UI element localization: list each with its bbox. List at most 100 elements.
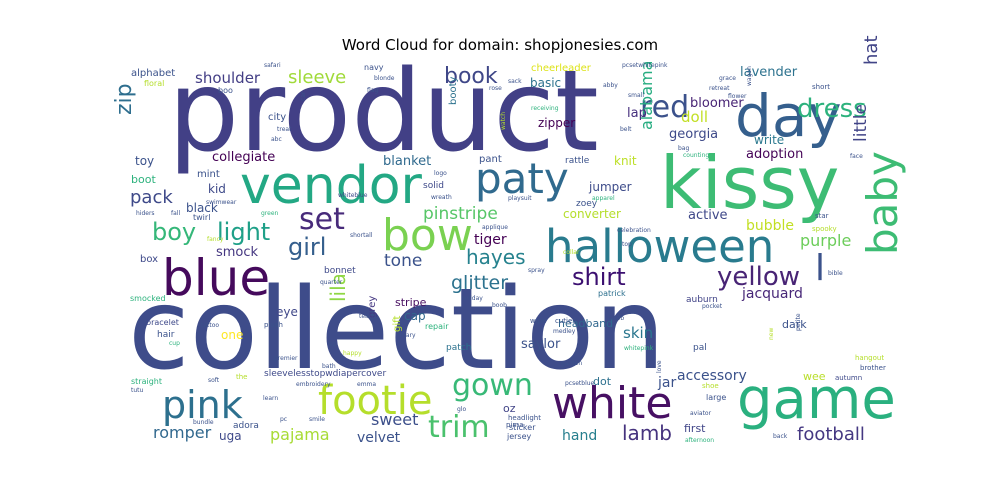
word-small: small	[628, 92, 644, 99]
chart-title: Word Cloud for domain: shopjonesies.com	[341, 36, 659, 54]
word-garden: garden	[561, 360, 582, 367]
word-accessory: accessory	[677, 368, 747, 384]
word-aviator: aviator	[690, 410, 712, 417]
word-alphabet: alphabet	[131, 68, 175, 79]
word-saylor: saylor	[521, 337, 561, 352]
word-retreat: retreat	[709, 85, 730, 92]
word-grey: grey	[367, 296, 378, 318]
word-pink: pink	[162, 383, 243, 427]
word-wagon: wagon	[746, 66, 753, 86]
word-star: star	[815, 212, 829, 220]
word-wee: wee	[803, 370, 826, 383]
word-happy: happy	[343, 350, 362, 357]
word-counting: counting	[683, 152, 709, 159]
word-smile: smile	[309, 416, 325, 423]
word-patrick: patrick	[598, 289, 626, 298]
word-doll: doll	[681, 108, 708, 126]
word-light: light	[217, 218, 270, 246]
word-car: car	[300, 91, 307, 101]
word-purple: purple	[800, 231, 851, 250]
word-knit: knit	[614, 154, 637, 168]
word-back: back	[773, 433, 788, 440]
word-dress: dress	[797, 94, 867, 124]
word-hangout: hangout	[855, 354, 884, 362]
word-spray: spray	[528, 267, 545, 274]
word-jacquard: jacquard	[741, 286, 803, 302]
word-treat: treat	[277, 126, 292, 133]
word-footie: footie	[318, 378, 432, 424]
word-safari: safari	[264, 62, 281, 69]
word-gift: gift	[392, 316, 403, 332]
word-brother: brother	[860, 364, 886, 372]
word-mary: mary	[400, 332, 416, 339]
word-uga: uga	[219, 429, 242, 443]
word-l: l	[815, 248, 825, 289]
word-cap: cap	[404, 309, 426, 323]
word-sleevelesstopwdiapercover: sleevelesstopwdiapercover	[264, 369, 386, 379]
word-sticker: sticker	[509, 423, 536, 432]
word-watch: watch	[500, 112, 507, 130]
word-romper: romper	[153, 423, 212, 442]
word-medley: medley	[553, 328, 576, 335]
word-kid: kid	[208, 182, 226, 196]
word-bonnet: bonnet	[324, 266, 356, 276]
word-pant: pant	[479, 154, 502, 165]
word-emma: emma	[357, 381, 376, 388]
word-boo: boo	[218, 86, 233, 95]
word-zipper: zipper	[538, 116, 575, 130]
word-flower: flower	[728, 93, 747, 100]
word-embroidery: embroidery	[296, 381, 331, 388]
word-smock: smock	[216, 245, 259, 260]
word-pal: pal	[693, 343, 707, 353]
word-box: box	[140, 254, 158, 265]
word-quarter: quarter	[320, 279, 343, 286]
word-alabama: alabama	[637, 61, 656, 130]
word-cup: cup	[169, 340, 180, 347]
word-soft: soft	[208, 377, 220, 384]
word-gown: gown	[452, 368, 533, 403]
word-toy: toy	[135, 154, 154, 168]
word-pajama: pajama	[270, 425, 330, 444]
word-girl: girl	[288, 233, 326, 261]
word-petite: petite	[795, 313, 802, 331]
word-georgia: georgia	[669, 127, 718, 142]
word-trim: trim	[428, 410, 490, 445]
word-little: little	[851, 104, 871, 142]
word-wreath: wreath	[431, 194, 452, 201]
word-bow: bow	[382, 210, 473, 261]
word-sweet: sweet	[371, 410, 418, 429]
word-blonde: blonde	[374, 75, 395, 82]
word-red: red	[640, 90, 689, 125]
word-write: write	[754, 133, 784, 147]
word-sack: sack	[508, 78, 522, 85]
word-jacob: jacob	[607, 315, 624, 322]
word-pcsetblue: pcsetblue	[565, 380, 595, 387]
word-blanket: blanket	[383, 154, 431, 169]
word-boy: boy	[152, 218, 196, 246]
word-shoulder: shoulder	[195, 69, 261, 87]
word-collar: collar	[563, 249, 580, 256]
word-autumn: autumn	[835, 374, 862, 382]
word-floral: floral	[144, 79, 164, 88]
word-bath: bath	[322, 363, 336, 370]
word-football: football	[797, 424, 865, 445]
word-skin: skin	[623, 324, 653, 342]
word-city: city	[268, 112, 286, 123]
word-book: book	[444, 64, 498, 89]
word-green: green	[261, 210, 279, 217]
word-set: set	[299, 202, 345, 237]
word-playsuit: playsuit	[508, 195, 532, 202]
word-repair: repair	[425, 322, 449, 331]
word-swimwear: swimwear	[206, 199, 237, 206]
word-first: first	[684, 422, 706, 435]
word-oz: oz	[503, 402, 516, 415]
word-halloween: halloween	[545, 220, 774, 273]
word-day: day	[735, 82, 842, 150]
word-stripe: stripe	[395, 296, 427, 309]
word-jersey: jersey	[506, 432, 532, 441]
word-pack: pack	[130, 187, 173, 208]
word-abc: abc	[271, 136, 282, 143]
word-blue: blue	[162, 249, 270, 307]
word-tiger: tiger	[474, 232, 507, 248]
